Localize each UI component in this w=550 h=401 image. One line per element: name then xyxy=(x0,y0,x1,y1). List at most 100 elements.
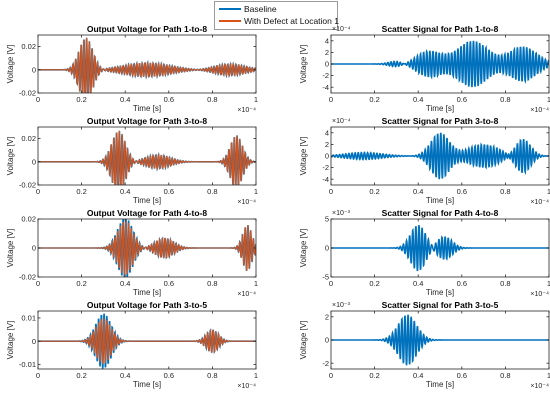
series-line xyxy=(331,314,549,366)
y-tick-label: 0 xyxy=(32,244,36,253)
legend-label-defect: With Defect at Location 1 xyxy=(244,16,339,26)
y-tick-label: -0.02 xyxy=(19,89,36,98)
y-axis-label: Voltage [V] xyxy=(299,45,308,84)
y-tick-label: 0 xyxy=(32,157,36,166)
y-axis-label: Voltage [V] xyxy=(6,45,15,84)
x-tick-label: 0 xyxy=(329,371,333,380)
x-tick-label: 0 xyxy=(329,187,333,196)
series-line xyxy=(38,318,256,365)
x-axis-label: Time [s] xyxy=(426,380,454,389)
x-tick-label: 0.2 xyxy=(76,279,86,288)
y-axis-label: Voltage [V] xyxy=(299,321,308,360)
x-tick-label: 1 xyxy=(254,95,258,104)
y-tick-label: 0.02 xyxy=(21,215,36,224)
x-axis-label: Time [s] xyxy=(133,196,161,205)
y-tick-label: 0 xyxy=(32,65,36,74)
legend-label-baseline: Baseline xyxy=(244,4,277,14)
chart-title: Scatter Signal for Path 3-to-8 xyxy=(382,116,499,126)
x-exponent-label: ×10⁻⁴ xyxy=(237,383,256,390)
legend: Baseline With Defect at Location 1 xyxy=(214,1,339,30)
y-tick-label: 0 xyxy=(325,336,329,345)
x-axis-label: Time [s] xyxy=(426,104,454,113)
x-tick-label: 0.4 xyxy=(120,279,130,288)
x-tick-label: 0.8 xyxy=(500,279,510,288)
x-axis-label: Time [s] xyxy=(133,288,161,297)
y-axis-label: Voltage [V] xyxy=(6,229,15,268)
chart-title: Output Voltage for Path 3-to-5 xyxy=(87,300,208,310)
x-tick-label: 0.8 xyxy=(207,187,217,196)
y-tick-label: -2 xyxy=(322,163,329,172)
x-tick-label: 0.8 xyxy=(500,371,510,380)
y-tick-label: -0.02 xyxy=(19,181,36,190)
x-tick-label: 0.6 xyxy=(164,279,174,288)
y-tick-label: -2 xyxy=(322,359,329,368)
x-tick-label: 0.4 xyxy=(413,371,423,380)
series-line xyxy=(38,37,256,93)
y-tick-label: 0 xyxy=(32,337,36,346)
x-tick-label: 0.4 xyxy=(120,95,130,104)
chart-title: Scatter Signal for Path 1-to-8 xyxy=(382,24,499,34)
y-tick-label: 2 xyxy=(325,48,329,57)
y-axis-label: Voltage [V] xyxy=(6,137,15,176)
legend-item-baseline: Baseline xyxy=(215,3,337,15)
chart-panel: 0 0.2 0.4 0.6 0.8 1 4 2 0 -2 -4 Scatter Signal for … xyxy=(299,116,550,206)
x-tick-label: 1 xyxy=(254,371,258,380)
chart-title: Output Voltage for Path 4-to-8 xyxy=(87,208,208,218)
legend-swatch-defect xyxy=(219,20,241,22)
series-line xyxy=(38,220,256,276)
axes-box xyxy=(37,310,257,370)
x-tick-label: 1 xyxy=(547,371,550,380)
x-tick-label: 0.4 xyxy=(413,95,423,104)
y-tick-label: 0 xyxy=(325,244,329,253)
chart-title: Output Voltage for Path 3-to-8 xyxy=(87,116,208,126)
x-tick-label: 0.8 xyxy=(500,187,510,196)
x-axis-label: Time [s] xyxy=(133,104,161,113)
chart-title: Scatter Signal for Path 4-to-8 xyxy=(382,208,499,218)
y-tick-label: 4 xyxy=(325,128,329,137)
x-tick-label: 0.6 xyxy=(457,187,467,196)
x-exponent-label: ×10⁻⁴ xyxy=(530,383,549,390)
y-tick-label: -0.02 xyxy=(19,273,36,282)
x-exponent-label: ×10⁻⁴ xyxy=(237,107,256,114)
y-tick-label: -4 xyxy=(322,175,329,184)
y-tick-label: -4 xyxy=(322,83,329,92)
x-tick-label: 0.4 xyxy=(413,279,423,288)
x-tick-label: 0.2 xyxy=(369,187,379,196)
axes-box xyxy=(37,126,257,186)
x-tick-label: 0.6 xyxy=(457,279,467,288)
x-tick-label: 0.4 xyxy=(413,187,423,196)
y-tick-label: 5 xyxy=(325,215,329,224)
x-tick-label: 1 xyxy=(547,279,550,288)
x-tick-label: 0.2 xyxy=(369,279,379,288)
x-tick-label: 0 xyxy=(36,187,40,196)
x-tick-label: 0 xyxy=(36,371,40,380)
chart-title: Scatter Signal for Path 3-to-5 xyxy=(382,300,499,310)
x-tick-label: 0.2 xyxy=(369,95,379,104)
x-tick-label: 1 xyxy=(547,187,550,196)
x-tick-label: 0.6 xyxy=(164,187,174,196)
y-tick-label: 4 xyxy=(325,36,329,45)
series-line xyxy=(331,224,549,272)
x-tick-label: 0.2 xyxy=(76,95,86,104)
y-tick-label: -2 xyxy=(322,71,329,80)
x-axis-label: Time [s] xyxy=(426,196,454,205)
x-tick-label: 0.4 xyxy=(120,187,130,196)
x-tick-label: 0.8 xyxy=(207,95,217,104)
y-tick-label: 2 xyxy=(325,312,329,321)
x-tick-label: 0 xyxy=(36,95,40,104)
chart-panel: 0 0.2 0.4 0.6 0.8 1 4 2 0 -2 -4 Scatter Signal for … xyxy=(299,24,550,114)
x-tick-label: 0.8 xyxy=(207,371,217,380)
x-tick-label: 1 xyxy=(254,187,258,196)
y-exponent-label: ×10⁻³ xyxy=(332,302,351,309)
series-line xyxy=(331,40,549,88)
y-tick-label: 0.01 xyxy=(21,314,36,323)
y-tick-label: 0 xyxy=(325,152,329,161)
y-tick-label: 2 xyxy=(325,140,329,149)
y-tick-label: -5 xyxy=(322,273,329,282)
axes-box xyxy=(37,34,257,94)
